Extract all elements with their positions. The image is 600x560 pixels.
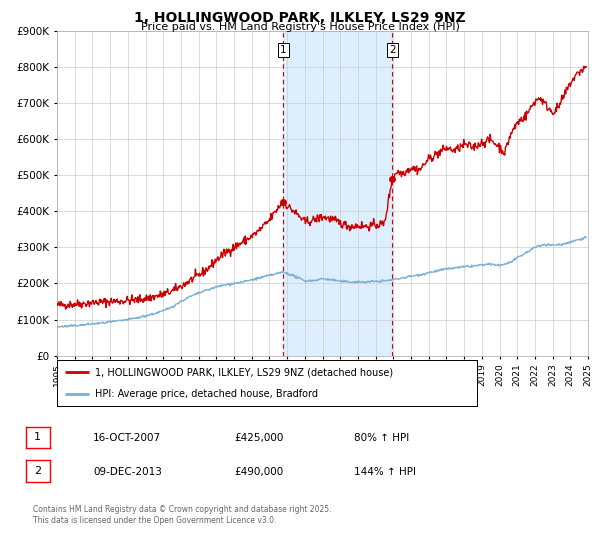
Text: 2: 2	[389, 45, 395, 55]
Bar	[283, 31, 392, 356]
Text: Price paid vs. HM Land Registry's House Price Index (HPI): Price paid vs. HM Land Registry's House …	[140, 22, 460, 32]
Text: £425,000: £425,000	[234, 433, 283, 443]
Text: 1: 1	[34, 432, 41, 442]
Text: 09-DEC-2013: 09-DEC-2013	[93, 466, 162, 477]
Text: £490,000: £490,000	[234, 466, 283, 477]
Text: 16-OCT-2007: 16-OCT-2007	[93, 433, 161, 443]
Text: 1, HOLLINGWOOD PARK, ILKLEY, LS29 9NZ (detached house): 1, HOLLINGWOOD PARK, ILKLEY, LS29 9NZ (d…	[95, 367, 393, 377]
Text: 144% ↑ HPI: 144% ↑ HPI	[354, 466, 416, 477]
Text: 2: 2	[34, 466, 41, 476]
Text: Contains HM Land Registry data © Crown copyright and database right 2025.
This d: Contains HM Land Registry data © Crown c…	[33, 505, 331, 525]
Text: 1: 1	[280, 45, 287, 55]
Text: 80% ↑ HPI: 80% ↑ HPI	[354, 433, 409, 443]
Text: HPI: Average price, detached house, Bradford: HPI: Average price, detached house, Brad…	[95, 389, 318, 399]
Text: 1, HOLLINGWOOD PARK, ILKLEY, LS29 9NZ: 1, HOLLINGWOOD PARK, ILKLEY, LS29 9NZ	[134, 11, 466, 25]
